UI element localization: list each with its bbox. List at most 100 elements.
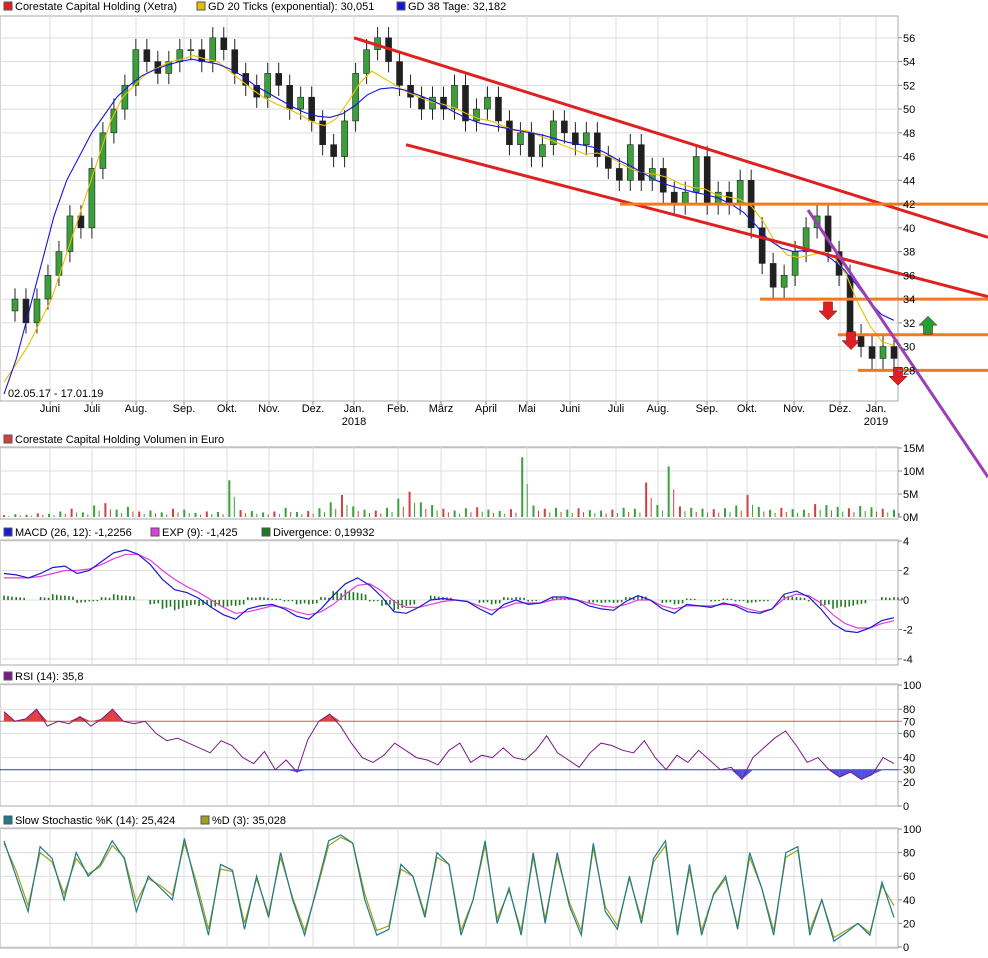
legend-ema: GD 20 Ticks (exponential): 30,051 [208,1,374,13]
x-tick-label: Aug. [125,403,148,415]
y-tick-label: 0 [903,942,909,954]
legend-exp: EXP (9): -1,425 [162,527,238,539]
date-range-label: 02.05.17 - 17.01.19 [8,388,103,400]
macd-y-axis: -4 -2 0 2 4 [898,536,913,666]
candle-body [484,96,491,110]
y-tick-label: 15M [903,443,924,455]
rsi-overbought-fill [79,716,91,722]
x-tick-label: Juli [608,403,625,415]
x-tick-label: Nov. [258,403,280,415]
candle-body [209,37,217,62]
legend-volume: Corestate Capital Holding Volumen in Eur… [15,434,224,446]
x-tick-label: Nov. [783,403,805,415]
y-tick-label: 70 [903,716,915,728]
y-tick-label: 5M [903,489,918,501]
candle-body [802,227,810,252]
rsi-oversold-fill [731,769,743,780]
candle-body [659,168,667,193]
macd-panel: MACD (26, 12): -1,2256 EXP (9): -1,425 D… [0,527,913,666]
candle-body [670,191,678,205]
y-tick-label: 40 [903,895,915,907]
legend-swatch-volume [3,434,13,444]
y-tick-label: 36 [903,270,915,282]
x-tick-label: Jan. [866,403,887,415]
candle-body [462,85,469,122]
legend-rsi: RSI (14): 35,8 [15,671,83,683]
channel-lower-line [405,143,988,299]
candle-body [352,73,359,122]
x-tick-label: Juni [40,403,60,415]
rsi-oversold-fill [861,769,873,780]
arrow-up-icon [918,315,938,335]
candle-body [681,191,689,205]
rsi-overbought-fill [329,714,341,722]
candle-body [22,298,30,324]
candle-body [583,132,590,145]
y-tick-label: 50 [903,104,915,116]
price-x-axis: Juni Juli Aug. Sep. Okt. Nov. Dez. Jan. Feb. März… [40,401,888,428]
candle-body [451,85,458,110]
candle-body [692,156,700,193]
volume-panel: Corestate Capital Holding Volumen in Eur… [0,434,924,524]
candle-body [890,346,898,359]
x-tick-label: Mai [518,403,536,415]
candle-body [758,227,766,264]
candle-body [231,49,239,74]
y-tick-label: 30 [903,342,915,354]
x-tick-label: April [475,403,497,415]
candle-body [539,144,546,157]
y-tick-label: 60 [903,871,915,883]
rsi-overbought-fill [69,716,80,722]
x-tick-label: Aug. [647,403,670,415]
legend-swatch-price [3,1,13,11]
arrow-down-icon [888,367,908,386]
y-tick-label: -4 [903,654,913,666]
candle-body [77,215,85,229]
arrow-down-icon [841,331,861,350]
rsi-oversold-fill [742,769,753,780]
y-tick-label: 54 [903,57,915,69]
y-tick-label: 30 [903,765,915,777]
x-tick-label: März [429,403,453,415]
y-tick-label: 20 [903,918,915,930]
candle-body [791,251,799,276]
candle-body [868,346,876,359]
candle-body [506,120,513,145]
y-tick-label: 34 [903,294,915,306]
candle-body [769,263,777,288]
candle-body [121,85,129,110]
legend-swatch-ema [196,1,206,11]
y-tick-label: 52 [903,80,915,92]
legend-stoch-d: %D (3): 35,028 [212,815,286,827]
y-tick-label: 80 [903,704,915,716]
candle-body [605,156,612,169]
candle-body [616,168,623,181]
candle-body [330,144,337,157]
candle-body [132,49,140,86]
candle-body [319,120,326,145]
macd-line [3,549,895,634]
rsi-overbought-fill [36,709,48,722]
candle-body [33,298,41,324]
y-tick-label: 32 [903,318,915,330]
y-tick-label: -2 [903,625,913,637]
legend-swatch-macd [3,527,13,537]
macd-signal-line [4,553,895,629]
legend-swatch-stoch-d [200,815,210,825]
volume-plot-area [0,446,899,520]
candle-body [418,96,425,110]
y-tick-label: 100 [903,680,921,692]
stoch-gridlines [0,828,898,948]
y-tick-label: 38 [903,247,915,259]
candle-body [824,215,832,252]
x-tick-label: Sep. [696,403,719,415]
legend-swatch-exp [150,527,160,537]
x-tick-label: Okt. [217,403,237,415]
year-label: 2018 [342,416,366,428]
y-tick-label: 40 [903,223,915,235]
candle-body [517,132,524,145]
volume-gridlines [0,447,898,519]
stoch-plot-area [0,827,899,949]
